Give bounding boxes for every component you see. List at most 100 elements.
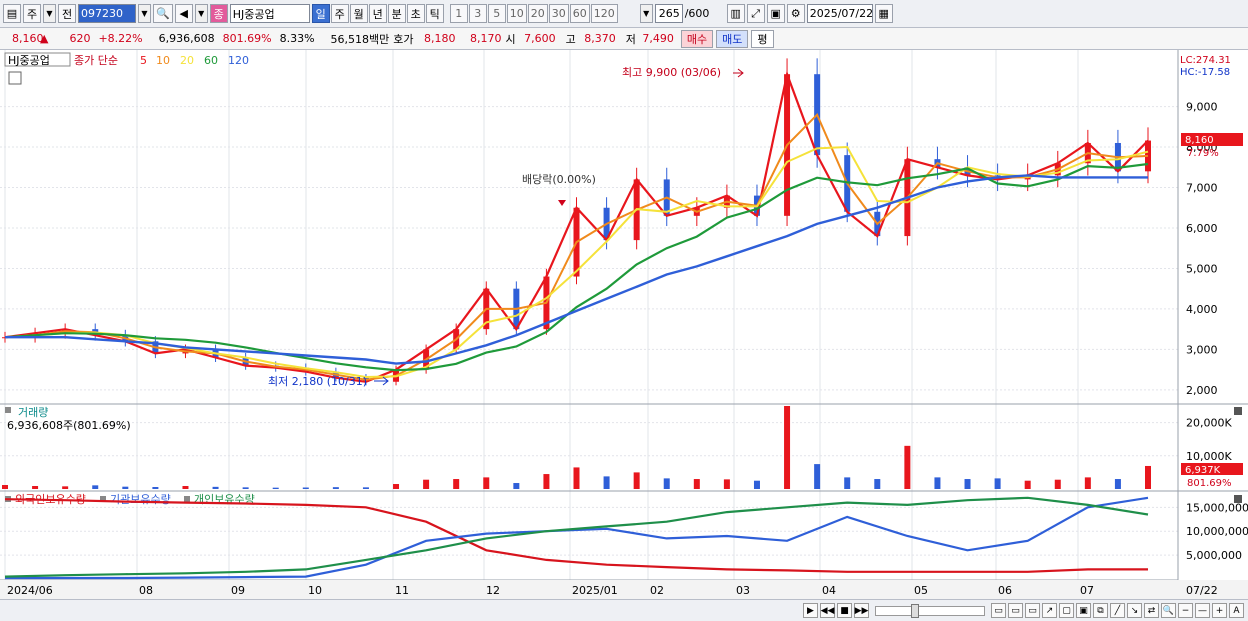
layout-icon[interactable]: ▤ [3, 4, 21, 23]
ma-legend-10[interactable]: 10 [156, 54, 170, 67]
dividend-marker-icon [558, 200, 566, 206]
current-pct-tag: 7.79% [1187, 148, 1219, 159]
magnifier-icon[interactable]: 🔍 [1161, 603, 1176, 618]
change-arrow-icon: ▲ [40, 32, 49, 45]
scroll-right-icon[interactable]: ▶ [803, 603, 818, 618]
x-tick-label: 08 [139, 584, 153, 597]
scroll-last-icon[interactable]: ▶▶ [854, 603, 869, 618]
lc-value: LC:274.31 [1180, 55, 1231, 66]
all-button[interactable]: 전 [58, 4, 76, 23]
volume-bar [182, 486, 189, 489]
ma-legend-60[interactable]: 60 [204, 54, 218, 67]
x-tick-label: 06 [998, 584, 1012, 597]
interval-0[interactable]: 1 [449, 4, 468, 23]
tab-6[interactable]: 틱 [425, 4, 444, 23]
volume-close-icon[interactable] [1234, 407, 1242, 415]
x-tick-label: 2024/06 [7, 584, 53, 597]
interval-2[interactable]: 5 [487, 4, 506, 23]
zoom-line-icon[interactable]: — [1195, 603, 1210, 618]
trend-icon[interactable]: ↗ [1042, 603, 1057, 618]
sound-icon[interactable]: ◀ [174, 4, 193, 23]
low-annotation: 최저 2,180 (10/31) [268, 375, 367, 388]
font-size-icon[interactable]: A [1229, 603, 1244, 618]
layout-1-icon[interactable]: ▭ [991, 603, 1006, 618]
volume-bar [1084, 477, 1091, 489]
ma-legend-5[interactable]: 5 [140, 54, 147, 67]
holdings-legend-marker-icon [100, 496, 106, 502]
tab-1[interactable]: 주 [330, 4, 349, 23]
volume-last-pct: 801.69% [1187, 478, 1232, 489]
stock-label: HJ중공업 [8, 54, 50, 67]
compare-icon[interactable]: ⇄ [1144, 603, 1159, 618]
interval-6[interactable]: 60 [569, 4, 590, 23]
interval-3[interactable]: 10 [506, 4, 527, 23]
tab-0[interactable]: 일 [311, 4, 330, 23]
ma-indicator-label[interactable]: 종가 단순 [74, 54, 118, 67]
x-tick-label: 09 [231, 584, 245, 597]
save-icon[interactable]: ▣ [766, 4, 785, 23]
code-dropdown-icon[interactable]: ▼ [138, 4, 151, 23]
price-tick-label: 2,000 [1186, 384, 1218, 397]
period-dropdown-icon[interactable]: ▼ [43, 4, 56, 23]
eval-button[interactable]: 평 [751, 29, 774, 48]
sound-dropdown-icon[interactable]: ▼ [194, 4, 208, 23]
current-price-tag [1181, 133, 1243, 146]
interval-dropdown-icon[interactable]: ▼ [639, 4, 653, 23]
scroll-first-icon[interactable]: ◀◀ [820, 603, 835, 618]
holdings-legend-1[interactable]: 기관보유수량 [110, 493, 171, 506]
tab-5[interactable]: 초 [406, 4, 425, 23]
x-tick-label: 11 [395, 584, 409, 597]
ma-line-60 [4, 162, 1149, 372]
stock-chart[interactable]: HJ중공업 종가 단순 5 10 20 60 120 LC:274.31 HC:-17.… [0, 50, 1248, 599]
layout-2-icon[interactable]: ▭ [1008, 603, 1023, 618]
count-input[interactable]: 265 [654, 4, 683, 23]
date-input[interactable]: 2025/07/22 [806, 4, 873, 23]
tab-4[interactable]: 분 [387, 4, 406, 23]
draw-line-icon[interactable]: ╱ [1110, 603, 1125, 618]
period-type-select[interactable]: 주 [23, 4, 41, 23]
volume-bar [543, 474, 550, 489]
sell-button[interactable]: 매도 [716, 29, 749, 48]
copy-icon[interactable]: ⧉ [1093, 603, 1108, 618]
tab-2[interactable]: 월 [349, 4, 368, 23]
stock-name-field[interactable]: HJ중공업 [229, 4, 310, 23]
draw-tool-icon[interactable]: ⤢ [746, 4, 765, 23]
interval-7[interactable]: 120 [590, 4, 618, 23]
panel-menu-icon[interactable] [8, 71, 22, 85]
lock-icon[interactable]: ▢ [1059, 603, 1074, 618]
x-tick-label: 2025/01 [572, 584, 618, 597]
price-tick-label: 9,000 [1186, 101, 1218, 114]
holdings-close-icon[interactable] [1234, 495, 1242, 503]
interval-5[interactable]: 30 [548, 4, 569, 23]
layout-3-icon[interactable]: ▭ [1025, 603, 1040, 618]
ma-legend-20[interactable]: 20 [180, 54, 194, 67]
bid-price: 8,170 [470, 32, 502, 45]
volume-bar [332, 487, 339, 489]
zoom-in-icon[interactable]: + [1212, 603, 1227, 618]
ma-legend-120[interactable]: 120 [228, 54, 249, 67]
interval-1[interactable]: 3 [468, 4, 487, 23]
high-price: 8,370 [584, 32, 616, 45]
capture-icon[interactable]: ▣ [1076, 603, 1091, 618]
buy-button[interactable]: 매수 [680, 29, 714, 48]
calendar-icon[interactable]: ▦ [874, 4, 893, 23]
zoom-slider[interactable] [875, 603, 985, 618]
gear-icon[interactable]: ⚙ [786, 4, 805, 23]
chart-type-icon[interactable]: ▥ [726, 4, 745, 23]
volume-title[interactable]: 거래량 [18, 406, 48, 419]
stop-icon[interactable]: ■ [837, 603, 852, 618]
tab-3[interactable]: 년 [368, 4, 387, 23]
search-icon[interactable]: 🔍 [153, 4, 173, 23]
zoom-out-icon[interactable]: − [1178, 603, 1193, 618]
interval-4[interactable]: 20 [527, 4, 548, 23]
grid-lines [0, 50, 1178, 580]
hoga-label: 호가 [393, 32, 414, 46]
volume-bar [453, 479, 460, 489]
trend-down-icon[interactable]: ↘ [1127, 603, 1142, 618]
zoom-slider-thumb[interactable] [911, 603, 919, 618]
stock-code-input[interactable]: 097230 [78, 4, 136, 23]
holdings-tick-label: 15,000,000 [1186, 501, 1248, 514]
volume-bar [874, 479, 881, 489]
